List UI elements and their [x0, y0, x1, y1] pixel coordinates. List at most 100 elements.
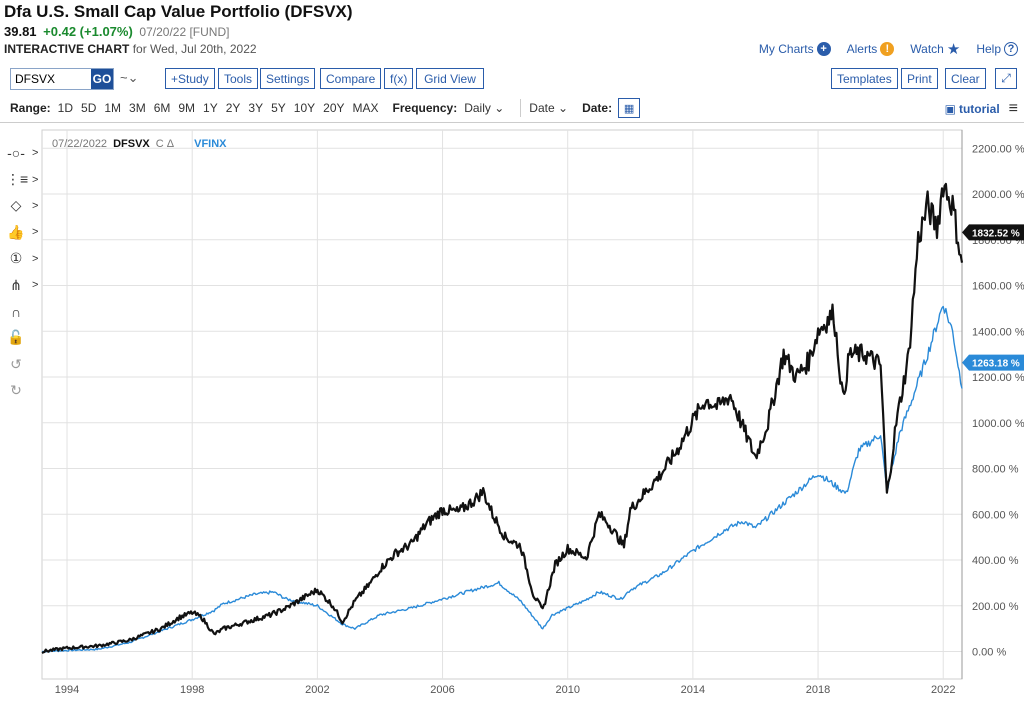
study-button[interactable]: +Study: [165, 68, 215, 89]
chart-toolbar: GO ~⌄ +Study Tools Settings Compare f(x)…: [10, 68, 1018, 90]
help-icon: ?: [1004, 42, 1018, 56]
range-1y[interactable]: 1Y: [203, 101, 218, 115]
legend-vfinx[interactable]: VFINX: [194, 138, 227, 150]
chevron-right-icon: >: [32, 147, 39, 160]
chevron-right-icon: >: [32, 279, 39, 292]
templates-button[interactable]: Templates: [831, 68, 898, 89]
chart-legend: 07/22/2022 DFSVX C Δ VFINX: [52, 138, 227, 150]
lock-tool[interactable]: 🔓: [6, 325, 40, 351]
x-tick-label: 2018: [806, 684, 830, 696]
undo-icon: ↺: [10, 355, 22, 372]
last-value-label-vfinx: 1263.18 %: [972, 359, 1020, 370]
chart-type-dropdown[interactable]: ~⌄: [120, 70, 139, 85]
plot-area: [41, 129, 963, 680]
alerts-link[interactable]: Alerts!: [847, 40, 895, 58]
y-tick-label: 600.00 %: [972, 509, 1019, 521]
price-chart[interactable]: 0.00 % 200.00 % 400.00 % 600.00 % 800.00 % 10…: [0, 124, 1024, 705]
y-tick-label: 200.00 %: [972, 601, 1019, 613]
y-tick-label: 2000.00 %: [972, 189, 1024, 201]
y-tick-label: 1400.00 %: [972, 326, 1024, 338]
range-9m[interactable]: 9M: [178, 101, 196, 115]
legend-date: 07/22/2022: [52, 138, 108, 150]
y-tick-label: 400.00 %: [972, 555, 1019, 567]
my-charts-link[interactable]: My Charts +: [759, 40, 831, 58]
range-2y[interactable]: 2Y: [225, 101, 241, 115]
chevron-right-icon: >: [32, 252, 39, 265]
x-tick-label: 1994: [55, 684, 79, 696]
my-charts-label: My Charts: [758, 42, 814, 56]
range-5d[interactable]: 5D: [81, 101, 97, 115]
fib-tool[interactable]: ⋔ >: [6, 272, 40, 298]
star-icon: ★: [946, 41, 961, 58]
magnet-tool[interactable]: ∩: [6, 298, 40, 324]
x-tick-label: 2010: [555, 684, 579, 696]
legend-dfsvx[interactable]: DFSVX: [113, 138, 150, 150]
print-button[interactable]: Print: [901, 68, 938, 89]
fx-button[interactable]: f(x): [384, 68, 414, 89]
range-5y[interactable]: 5Y: [271, 101, 286, 115]
range-3m[interactable]: 3M: [129, 101, 146, 115]
undo-tool[interactable]: ↺: [6, 351, 40, 377]
range-1m[interactable]: 1M: [104, 101, 122, 115]
tools-button[interactable]: Tools: [218, 68, 259, 89]
range-max[interactable]: MAX: [352, 101, 379, 115]
help-label: Help: [976, 42, 1001, 56]
y-tick-label: 1200.00 %: [972, 372, 1024, 384]
help-link[interactable]: Help?: [976, 40, 1018, 58]
chevron-right-icon: >: [32, 226, 39, 239]
thumbs-tool[interactable]: 👍 >: [6, 219, 40, 245]
series-line-vfinx: [41, 305, 963, 653]
plus-circle-icon: +: [816, 42, 831, 56]
range-3y[interactable]: 3Y: [248, 101, 264, 115]
redo-tool[interactable]: ↻: [6, 378, 40, 404]
chart-subtitle: INTERACTIVE CHART for Wed, Jul 20th, 202…: [4, 42, 257, 56]
range-10y[interactable]: 10Y: [293, 101, 316, 115]
y-tick-label: 1000.00 %: [972, 418, 1024, 430]
frequency-label: Frequency:: [392, 101, 458, 115]
watch-link[interactable]: Watch ★: [910, 40, 960, 58]
x-tick-label: 2014: [681, 684, 705, 696]
chevron-down-icon: ⌄: [558, 101, 569, 115]
y-tick-label: 800.00 %: [972, 464, 1019, 476]
quote-meta: 07/20/22 [FUND]: [139, 25, 230, 39]
number-tool[interactable]: ① >: [6, 246, 40, 272]
redo-icon: ↻: [10, 382, 22, 399]
x-tick-label: 1998: [180, 684, 204, 696]
y-tick-label: 1600.00 %: [972, 281, 1024, 293]
calendar-icon[interactable]: ▦: [618, 98, 641, 118]
shape-tool[interactable]: ◇ >: [6, 193, 40, 219]
range-20y[interactable]: 20Y: [323, 101, 345, 115]
settings-button[interactable]: Settings: [260, 68, 316, 89]
frequency-select[interactable]: Daily ⌄: [464, 101, 504, 115]
symbol-input[interactable]: [11, 69, 91, 89]
expand-icon[interactable]: ⤢: [995, 68, 1017, 89]
divider: [520, 99, 522, 117]
chevron-down-icon: ⌄: [494, 101, 505, 115]
date-select[interactable]: Date ⌄: [529, 101, 568, 115]
go-button[interactable]: GO: [91, 69, 113, 89]
last-value-label-dfsvx: 1832.52 %: [972, 228, 1020, 239]
x-tick-label: 2006: [430, 684, 454, 696]
grid-view-button[interactable]: Grid View: [416, 68, 484, 89]
x-tick-label: 2002: [305, 684, 329, 696]
menu-icon[interactable]: ≡: [1008, 100, 1018, 117]
toolbar-divider: [0, 122, 1024, 123]
quote-line: 39.81 +0.42 (+1.07%) 07/20/22 [FUND]: [4, 24, 229, 39]
crosshair-tool[interactable]: -○- >: [6, 140, 40, 166]
series-line-dfsvx: [41, 182, 964, 654]
symbol-box: GO: [10, 68, 114, 90]
range-6m[interactable]: 6M: [153, 101, 171, 115]
price-change: +0.42 (+1.07%): [43, 24, 133, 39]
compare-button[interactable]: Compare: [320, 68, 382, 89]
last-value-tag-dfsvx: [962, 224, 1024, 241]
list-tool[interactable]: ⋮≡ >: [6, 166, 40, 192]
tutorial-link[interactable]: ▣ tutorial ≡: [945, 100, 1018, 118]
crosshair-tool-icon: -○-: [7, 145, 25, 162]
chart-date-text: for Wed, Jul 20th, 2022: [132, 42, 257, 56]
range-1d[interactable]: 1D: [57, 101, 74, 115]
last-price: 39.81: [4, 24, 37, 39]
range-label: Range:: [10, 101, 51, 115]
fib-tool-icon: ⋔: [10, 276, 22, 293]
clear-button[interactable]: Clear: [945, 68, 986, 89]
date-label: Date:: [582, 101, 613, 115]
